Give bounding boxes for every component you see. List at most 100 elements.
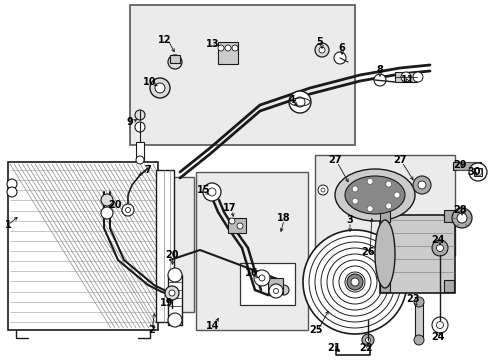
Circle shape [346, 274, 362, 290]
Text: 26: 26 [361, 247, 374, 257]
Bar [170, 55, 180, 63]
Text: 7: 7 [144, 165, 151, 175]
Bar [168, 275, 182, 325]
Circle shape [351, 198, 357, 204]
Circle shape [169, 290, 175, 296]
Text: 6: 6 [338, 43, 345, 53]
Text: 30: 30 [467, 167, 480, 177]
Text: 10: 10 [143, 77, 157, 87]
Text: 12: 12 [158, 35, 171, 45]
Bar [379, 280, 389, 292]
Circle shape [393, 192, 399, 198]
Circle shape [168, 55, 182, 69]
Bar [156, 170, 174, 322]
Bar [8, 162, 158, 330]
Text: 21: 21 [326, 343, 340, 353]
Bar [414, 302, 422, 340]
Circle shape [135, 122, 145, 132]
Circle shape [288, 91, 310, 113]
Ellipse shape [334, 169, 414, 221]
Circle shape [333, 52, 346, 64]
Circle shape [7, 187, 17, 197]
Circle shape [303, 230, 406, 334]
Text: 19: 19 [160, 298, 173, 308]
Circle shape [268, 284, 283, 298]
Bar [240, 263, 294, 305]
Bar [443, 210, 453, 222]
Circle shape [413, 335, 423, 345]
Text: 17: 17 [223, 203, 236, 213]
Circle shape [279, 285, 288, 295]
Text: 11: 11 [401, 75, 414, 85]
Circle shape [125, 207, 130, 212]
Circle shape [385, 203, 391, 209]
Circle shape [218, 45, 224, 51]
Circle shape [456, 213, 466, 223]
Text: 23: 23 [406, 294, 419, 304]
Text: 24: 24 [430, 235, 444, 245]
Text: 13: 13 [206, 39, 219, 49]
Text: 18: 18 [277, 213, 290, 223]
Bar [196, 172, 307, 330]
Circle shape [224, 45, 230, 51]
Circle shape [400, 72, 410, 82]
Bar [130, 5, 354, 145]
Bar [394, 72, 416, 82]
Text: 9: 9 [126, 117, 133, 127]
Circle shape [203, 183, 221, 201]
Circle shape [365, 338, 370, 342]
Text: 2: 2 [148, 325, 155, 335]
Text: 14: 14 [206, 321, 219, 331]
Circle shape [314, 43, 328, 57]
Circle shape [431, 317, 447, 333]
Bar [136, 142, 143, 160]
Circle shape [417, 181, 425, 189]
Circle shape [101, 207, 113, 219]
Circle shape [168, 313, 182, 327]
Bar [227, 218, 245, 233]
Circle shape [320, 188, 325, 192]
Bar [86, 177, 194, 312]
Circle shape [273, 288, 278, 293]
Circle shape [436, 321, 443, 328]
Bar [267, 278, 283, 294]
Circle shape [468, 163, 486, 181]
Bar [379, 210, 389, 222]
Circle shape [231, 45, 238, 51]
Circle shape [350, 278, 358, 286]
Text: 8: 8 [376, 65, 383, 75]
Circle shape [207, 188, 216, 196]
Text: 27: 27 [392, 155, 406, 165]
Circle shape [135, 110, 145, 120]
Circle shape [168, 268, 182, 282]
Text: 20: 20 [108, 200, 122, 210]
Circle shape [228, 218, 235, 224]
Circle shape [366, 206, 372, 212]
Bar [473, 168, 481, 176]
Circle shape [385, 181, 391, 187]
Circle shape [373, 74, 385, 86]
Bar [379, 215, 454, 293]
Text: 27: 27 [327, 155, 341, 165]
Text: 28: 28 [452, 205, 466, 215]
Circle shape [351, 186, 357, 192]
Circle shape [155, 83, 164, 93]
Circle shape [237, 223, 243, 229]
Circle shape [136, 156, 143, 164]
Circle shape [294, 97, 305, 107]
Text: 4: 4 [288, 95, 295, 105]
Bar [218, 42, 238, 64]
Circle shape [473, 168, 481, 176]
Circle shape [366, 178, 372, 184]
Circle shape [253, 270, 269, 286]
Circle shape [413, 297, 423, 307]
Text: 24: 24 [430, 332, 444, 342]
Bar [314, 155, 454, 255]
Text: 25: 25 [308, 325, 322, 335]
Text: 15: 15 [197, 185, 210, 195]
Circle shape [412, 72, 422, 82]
Bar [443, 280, 453, 292]
Text: 29: 29 [452, 160, 466, 170]
Circle shape [122, 204, 134, 216]
Circle shape [431, 240, 447, 256]
